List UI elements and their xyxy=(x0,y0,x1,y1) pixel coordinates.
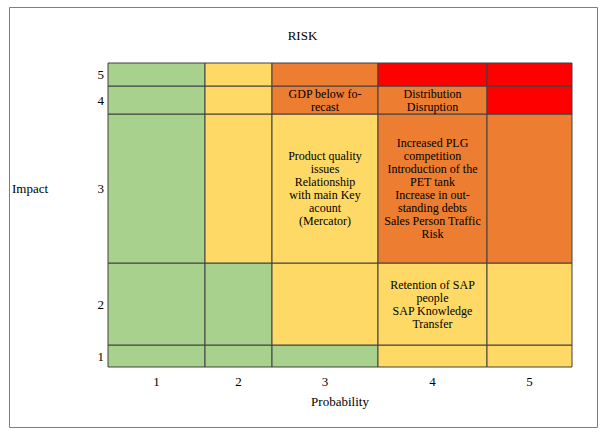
svg-text:SAP Knowledge: SAP Knowledge xyxy=(393,304,473,318)
svg-text:standing debts: standing debts xyxy=(398,201,467,215)
svg-text:Introduction of the: Introduction of the xyxy=(388,162,478,176)
svg-text:issues: issues xyxy=(311,162,340,176)
svg-text:Increased PLG: Increased PLG xyxy=(397,136,469,150)
svg-text:Transfer: Transfer xyxy=(412,317,452,331)
svg-text:people: people xyxy=(417,291,449,305)
svg-text:Sales Person Traffic: Sales Person Traffic xyxy=(384,214,480,228)
svg-text:Distribution: Distribution xyxy=(403,87,461,101)
svg-text:4: 4 xyxy=(98,93,105,108)
svg-text:GDP below fo-: GDP below fo- xyxy=(289,87,362,101)
svg-text:PET tank: PET tank xyxy=(410,175,455,189)
svg-text:recast: recast xyxy=(311,100,340,114)
svg-text:Disruption: Disruption xyxy=(407,100,458,114)
svg-text:5: 5 xyxy=(526,374,533,389)
svg-text:Probability: Probability xyxy=(311,394,369,409)
svg-text:competition: competition xyxy=(404,149,461,163)
svg-text:Increase in out-: Increase in out- xyxy=(395,188,470,202)
svg-text:Product quality: Product quality xyxy=(288,149,362,163)
svg-text:Relationship: Relationship xyxy=(295,175,356,189)
svg-text:acount: acount xyxy=(309,201,342,215)
svg-text:1: 1 xyxy=(153,374,160,389)
svg-text:3: 3 xyxy=(98,181,105,196)
svg-text:4: 4 xyxy=(429,374,436,389)
svg-text:1: 1 xyxy=(98,349,105,364)
svg-text:5: 5 xyxy=(98,67,105,82)
svg-text:2: 2 xyxy=(98,297,105,312)
svg-text:3: 3 xyxy=(322,374,329,389)
svg-text:Risk: Risk xyxy=(421,227,443,241)
svg-text:2: 2 xyxy=(235,374,242,389)
svg-text:Impact: Impact xyxy=(12,181,48,196)
svg-text:with main Key: with main Key xyxy=(289,188,360,202)
svg-text:RISK: RISK xyxy=(288,28,318,43)
svg-text:(Mercator): (Mercator) xyxy=(299,214,351,228)
svg-text:Retention of SAP: Retention of SAP xyxy=(390,278,475,292)
